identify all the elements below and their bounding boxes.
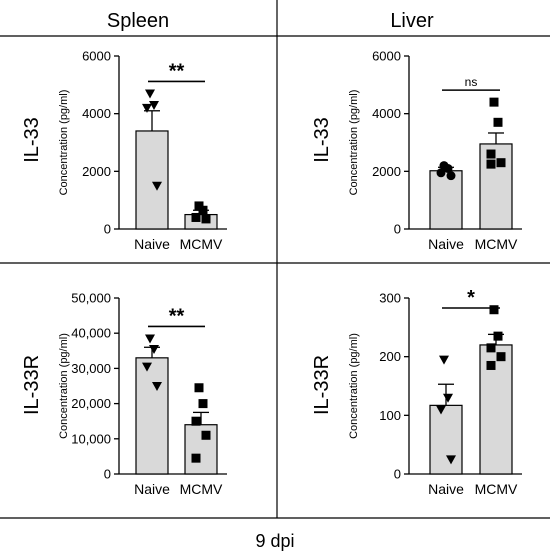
data-point — [152, 382, 162, 391]
data-point — [201, 214, 211, 224]
y-axis-title: Concentration (pg/ml) — [348, 333, 360, 439]
data-point — [142, 103, 152, 113]
data-point — [191, 453, 201, 463]
footer-label: 9 dpi — [255, 531, 294, 551]
data-point — [201, 430, 211, 440]
data-point — [446, 171, 456, 181]
y-tick-label: 0 — [104, 467, 111, 482]
data-point — [496, 158, 506, 168]
data-point — [145, 89, 155, 99]
data-point — [486, 159, 496, 169]
x-tick-label: Naive — [134, 236, 170, 252]
y-tick-label: 2000 — [372, 164, 401, 179]
data-point — [446, 455, 456, 465]
data-point — [198, 399, 208, 409]
data-point — [439, 355, 449, 365]
data-point — [142, 362, 152, 372]
column-label-spleen: Spleen — [107, 10, 169, 32]
row-label-il33r-spleen: IL-33R — [21, 355, 43, 415]
data-point — [198, 205, 208, 215]
bar-naive — [429, 170, 463, 230]
data-point — [496, 352, 506, 362]
data-point — [493, 331, 503, 341]
x-tick-label: Naive — [428, 481, 464, 497]
data-point — [152, 181, 162, 191]
significance-label: ns — [465, 75, 478, 89]
data-point — [194, 383, 204, 393]
bar-naive — [135, 130, 169, 230]
y-tick-label: 4000 — [372, 106, 401, 121]
x-tick-label: MCMV — [475, 236, 518, 252]
bar-mcmv — [479, 143, 513, 230]
data-point — [486, 360, 496, 370]
y-tick-label: 200 — [379, 349, 401, 364]
y-tick-label: 6000 — [372, 49, 401, 64]
panel-3: Concentration (pg/ml) 0 100 200 300 Naive MCMV… — [348, 287, 522, 497]
y-tick-label: 100 — [379, 408, 401, 423]
data-point — [486, 343, 496, 353]
bar-naive — [429, 404, 463, 475]
data-point — [489, 305, 499, 315]
y-tick-label: 10,000 — [71, 431, 111, 446]
x-tick-label: Naive — [134, 481, 170, 497]
y-axis-title: Concentration (pg/ml) — [58, 90, 70, 196]
data-point — [149, 101, 159, 111]
significance-label: ** — [169, 305, 185, 327]
y-tick-label: 0 — [394, 467, 401, 482]
row-label-il33-liver: IL-33 — [311, 117, 333, 163]
data-point — [145, 334, 155, 344]
bar-mcmv — [479, 344, 513, 475]
y-tick-label: 20,000 — [71, 396, 111, 411]
data-point — [149, 345, 159, 355]
bar-naive — [135, 357, 169, 475]
y-tick-label: 300 — [379, 291, 401, 306]
panel-1: Concentration (pg/ml) 0 2000 4000 6000 Naive M… — [348, 49, 522, 252]
data-point — [191, 416, 201, 426]
data-point — [493, 117, 503, 127]
y-axis-title: Concentration (pg/ml) — [58, 333, 70, 439]
bar-mcmv — [184, 213, 218, 230]
data-point — [443, 163, 453, 173]
row-label-il33r-liver: IL-33R — [311, 355, 333, 415]
x-tick-label: MCMV — [180, 481, 223, 497]
x-tick-label: MCMV — [180, 236, 223, 252]
data-point — [489, 97, 499, 107]
data-point — [436, 405, 446, 415]
data-point — [191, 212, 201, 222]
y-tick-label: 0 — [104, 222, 111, 237]
y-tick-label: 4000 — [82, 106, 111, 121]
y-tick-label: 40,000 — [71, 326, 111, 341]
bar-mcmv — [184, 424, 218, 475]
y-tick-label: 6000 — [82, 49, 111, 64]
y-tick-label: 30,000 — [71, 361, 111, 376]
row-label-il33-spleen: IL-33 — [21, 117, 43, 163]
y-tick-label: 50,000 — [71, 291, 111, 306]
significance-label: * — [467, 287, 475, 309]
y-axis-title: Concentration (pg/ml) — [348, 90, 360, 196]
column-label-liver: Liver — [390, 10, 434, 32]
data-point — [443, 393, 453, 403]
panel-2: Concentration (pg/ml) 0 10,000 20,000 30,000… — [58, 291, 227, 497]
y-tick-label: 2000 — [82, 164, 111, 179]
y-tick-label: 0 — [394, 222, 401, 237]
data-point — [436, 168, 446, 178]
x-tick-label: MCMV — [475, 481, 518, 497]
significance-label: ** — [169, 60, 185, 82]
data-point — [486, 149, 496, 159]
panel-0: Concentration (pg/ml) 0 2000 4000 6000 Naive M… — [58, 49, 227, 252]
x-tick-label: Naive — [428, 236, 464, 252]
